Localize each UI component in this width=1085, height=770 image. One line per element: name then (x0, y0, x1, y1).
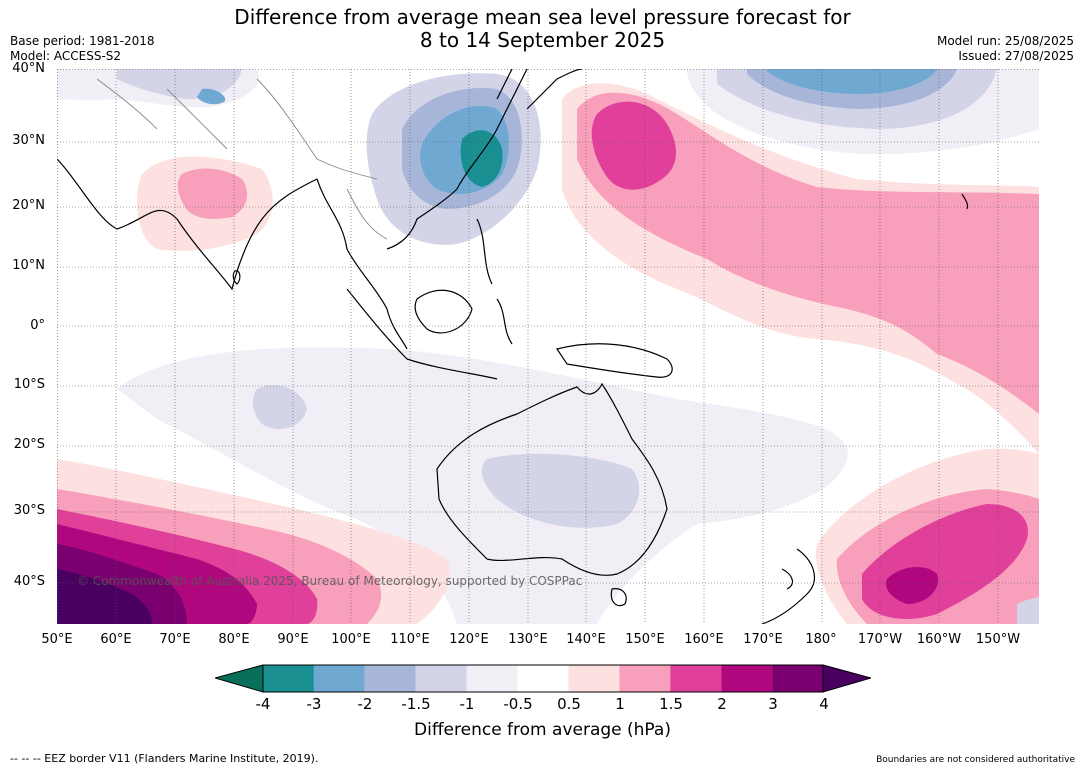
lat-label-20s: 20°S (13, 437, 45, 452)
copyright-text: © Commonwealth of Australia 2025, Bureau… (77, 574, 583, 588)
lon-label-90e: 90°E (277, 632, 309, 647)
lon-label-120e: 120°E (449, 632, 489, 647)
eez-border-note: -- -- -- EEZ border V11 (Flanders Marine… (10, 752, 319, 765)
lat-label-0: 0° (30, 318, 45, 333)
colorbar-cells (263, 665, 823, 692)
lon-label-150e: 150°E (625, 632, 665, 647)
colorbar-tick-label: 2 (717, 695, 727, 713)
map-title-line2: 8 to 14 September 2025 (419, 28, 666, 52)
colorbar-tick-label: -1 (459, 695, 475, 713)
lon-label-160e: 160°E (684, 632, 724, 647)
lon-label-150w: 150°W (975, 632, 1021, 647)
colorbar-under-arrow (215, 664, 264, 693)
lon-label-80e: 80°E (218, 632, 250, 647)
colorbar-tick-label: 4 (819, 695, 829, 713)
gridlines (57, 69, 1039, 624)
colorbar-title: Difference from average (hPa) (414, 720, 671, 740)
colorbar-cell (619, 665, 671, 692)
colorbar (215, 664, 871, 693)
colorbar-cell (466, 665, 518, 692)
country-borders (96, 78, 388, 240)
lon-label-70e: 70°E (159, 632, 191, 647)
model-run-text: Model run: 25/08/2025 (936, 34, 1074, 48)
colorbar-tick-label: -1.5 (401, 695, 431, 713)
colorbar-cell (568, 665, 620, 692)
colorbar-tick-label: -3 (306, 695, 322, 713)
colorbar-cell (670, 665, 722, 692)
colorbar-tick-label: -2 (357, 695, 373, 713)
lon-label-130e: 130°E (508, 632, 548, 647)
colorbar-tick-label: 1.5 (659, 695, 683, 713)
lon-label-110e: 110°E (390, 632, 430, 647)
base-period-text: Base period: 1981-2018 (10, 34, 155, 48)
model-text: Model: ACCESS-S2 (10, 49, 122, 63)
colorbar-cell (517, 665, 569, 692)
colorbar-tick-label: 3 (768, 695, 778, 713)
colorbar-over-arrow (822, 664, 871, 693)
lat-label-20n: 20°N (12, 198, 45, 213)
coastlines (57, 69, 969, 624)
boundaries-disclaimer: Boundaries are not considered authoritat… (876, 755, 1075, 765)
lon-label-140e: 140°E (566, 632, 606, 647)
map-title-line1: Difference from average mean sea level p… (234, 5, 851, 29)
lat-label-30n: 30°N (12, 133, 45, 148)
lon-label-60e: 60°E (100, 632, 132, 647)
colorbar-tick-label: 1 (615, 695, 625, 713)
lat-label-40n: 40°N (12, 61, 45, 76)
lon-label-160w: 160°W (916, 632, 962, 647)
colorbar-cell (721, 665, 773, 692)
lon-label-180: 180° (805, 632, 837, 647)
anomaly-shading (57, 69, 1039, 624)
colorbar-cell (364, 665, 416, 692)
issued-text: Issued: 27/08/2025 (958, 49, 1074, 63)
lat-label-10s: 10°S (13, 377, 45, 392)
lat-label-10n: 10°N (12, 258, 45, 273)
colorbar-tick-label: -4 (255, 695, 271, 713)
colorbar-tick-label: -0.5 (503, 695, 533, 713)
lon-label-170e: 170°E (743, 632, 783, 647)
colorbar-cell (415, 665, 467, 692)
pressure-anomaly-map (57, 69, 1039, 624)
colorbar-frame (262, 664, 824, 693)
lat-label-30s: 30°S (13, 503, 45, 518)
lat-label-40s: 40°S (13, 574, 45, 589)
lon-label-50e: 50°E (41, 632, 73, 647)
colorbar-cell (263, 665, 314, 692)
colorbar-tick-label: 0.5 (557, 695, 581, 713)
lon-label-170w: 170°W (857, 632, 903, 647)
lon-label-100e: 100°E (331, 632, 371, 647)
colorbar-cell (772, 665, 823, 692)
colorbar-cell (313, 665, 365, 692)
